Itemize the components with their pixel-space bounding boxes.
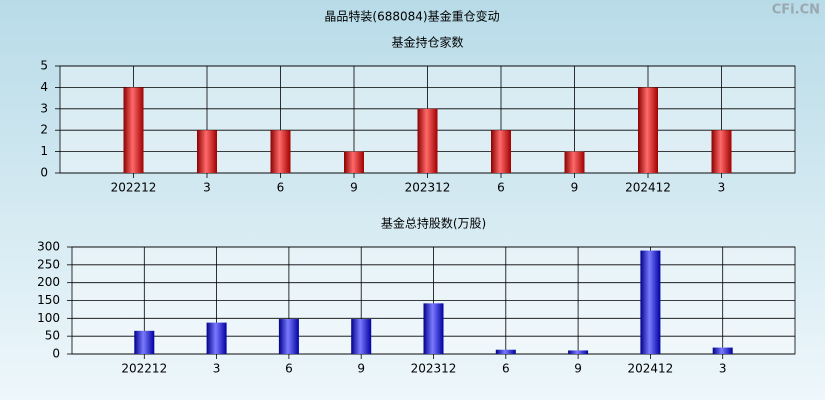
- x-tick-label: 202412: [625, 181, 671, 195]
- x-tick-label: 6: [277, 181, 285, 195]
- x-tick-label: 202312: [411, 362, 457, 376]
- y-tick-label: 100: [37, 311, 60, 325]
- bar: [564, 151, 585, 173]
- bar: [123, 87, 144, 173]
- y-tick-label: 2: [40, 123, 48, 137]
- watermark: CFi.CN: [772, 3, 820, 18]
- y-tick-label: 4: [40, 80, 48, 94]
- x-tick-label: 9: [574, 362, 582, 376]
- bar: [270, 130, 291, 173]
- y-tick-label: 0: [52, 347, 60, 361]
- x-tick-label: 3: [203, 181, 211, 195]
- y-tick-label: 5: [40, 59, 48, 73]
- x-tick-label: 202212: [111, 181, 157, 195]
- chart-title: 基金持仓家数: [391, 35, 463, 50]
- y-tick-label: 50: [45, 329, 60, 343]
- bar: [495, 349, 516, 354]
- bar: [351, 319, 372, 354]
- y-tick-label: 200: [37, 275, 60, 289]
- bar: [568, 350, 589, 354]
- y-tick-label: 3: [40, 101, 48, 115]
- y-tick-label: 150: [37, 293, 60, 307]
- y-tick-label: 300: [37, 240, 60, 254]
- bar: [491, 130, 511, 173]
- x-tick-label: 6: [502, 362, 510, 376]
- bar: [638, 87, 658, 173]
- y-tick-label: 250: [37, 257, 60, 271]
- bar: [712, 347, 733, 354]
- bar: [278, 319, 299, 354]
- x-tick-label: 202312: [405, 181, 451, 195]
- y-tick-label: 1: [40, 144, 48, 158]
- bar: [711, 130, 732, 173]
- x-tick-label: 202412: [627, 362, 673, 376]
- chart-title: 基金总持股数(万股): [381, 216, 486, 231]
- bar: [344, 151, 364, 173]
- bar: [134, 330, 155, 354]
- x-tick-label: 3: [213, 362, 221, 376]
- bar: [206, 322, 227, 354]
- x-tick-label: 9: [357, 362, 365, 376]
- x-tick-label: 202212: [121, 362, 167, 376]
- x-tick-label: 9: [350, 181, 358, 195]
- bar: [423, 303, 444, 354]
- x-tick-label: 3: [718, 181, 726, 195]
- x-tick-label: 9: [571, 181, 579, 195]
- x-tick-label: 3: [719, 362, 727, 376]
- bar: [417, 108, 438, 173]
- bar: [640, 250, 661, 354]
- x-tick-label: 6: [285, 362, 293, 376]
- y-tick-label: 0: [40, 166, 48, 180]
- bar: [197, 130, 217, 173]
- x-tick-label: 6: [497, 181, 505, 195]
- page-title: 晶品特装(688084)基金重仓变动: [324, 9, 499, 24]
